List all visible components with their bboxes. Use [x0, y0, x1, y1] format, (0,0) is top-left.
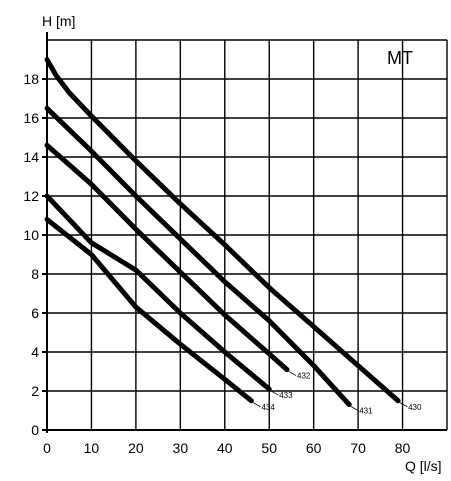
series-label-431: 431 [359, 407, 373, 416]
series-label-leader [351, 406, 359, 411]
x-tick-label: 20 [128, 440, 144, 456]
x-tick-label: 10 [84, 440, 100, 456]
y-tick-label: 0 [31, 422, 39, 438]
series-labels: 430 431 432 433 434 [253, 371, 422, 416]
series-label-leader [271, 390, 279, 396]
y-tick-label: 12 [23, 188, 39, 204]
grid [47, 39, 448, 430]
series-line-431 [44, 105, 352, 408]
y-tick-label: 10 [23, 227, 39, 243]
series-label-430: 430 [408, 403, 422, 412]
series-label-leader [399, 402, 408, 408]
series-line-433 [44, 193, 272, 392]
y-tick-label: 8 [31, 266, 39, 282]
x-tick-label: 0 [43, 440, 51, 456]
y-tick-label: 6 [31, 305, 39, 321]
x-tick-label: 30 [173, 440, 189, 456]
series-line-430 [44, 57, 401, 404]
y-tick-label: 14 [23, 149, 39, 165]
chart-title: MT [387, 48, 413, 68]
x-axis-label: Q [l/s] [405, 458, 442, 474]
series-lines [44, 57, 401, 408]
series-line-434 [44, 216, 254, 404]
axes: 0 10 20 30 40 50 60 70 80 0 2 4 6 8 10 12 14 16 18 [23, 32, 447, 456]
series-line-432 [44, 142, 290, 373]
series-label-434: 434 [261, 403, 275, 412]
x-tick-label: 50 [261, 440, 277, 456]
x-tick-label: 80 [395, 440, 411, 456]
series-label-432: 432 [297, 372, 311, 381]
y-tick-label: 16 [23, 110, 39, 126]
y-tick-label: 2 [31, 383, 39, 399]
y-tick-label: 18 [23, 71, 39, 87]
series-label-leader [288, 371, 297, 376]
y-tick-label: 4 [31, 344, 39, 360]
x-tick-label: 40 [217, 440, 233, 456]
series-label-leader [253, 402, 261, 408]
y-axis-label: H [m] [42, 13, 75, 29]
x-tick-label: 60 [306, 440, 322, 456]
x-tick-label: 70 [350, 440, 366, 456]
series-label-433: 433 [279, 391, 293, 400]
